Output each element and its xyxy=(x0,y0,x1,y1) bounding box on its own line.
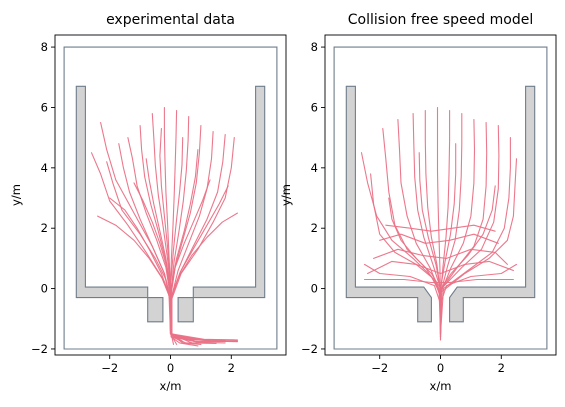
y-axis-label: y/m xyxy=(279,184,293,206)
x-tick-label-2: 2 xyxy=(228,361,235,375)
trajectory-18 xyxy=(133,182,172,293)
trajectory-15 xyxy=(171,185,229,344)
x-tick-label-0: −2 xyxy=(101,361,118,375)
trajectory-24 xyxy=(388,197,442,290)
trajectory-5 xyxy=(424,109,442,293)
trajectory-3 xyxy=(118,143,202,345)
trajectory-17 xyxy=(363,278,514,284)
trajectory-9 xyxy=(440,118,476,293)
y-tick-label-4: 6 xyxy=(311,100,318,114)
y-tick-label-0: −2 xyxy=(31,342,48,356)
left-wall xyxy=(75,85,164,323)
y-tick-label-1: 0 xyxy=(311,282,318,296)
y-tick-label-3: 4 xyxy=(311,161,318,175)
y-tick-label-2: 2 xyxy=(41,221,48,235)
trajectory-11 xyxy=(170,131,235,341)
trajectory-19 xyxy=(363,263,442,338)
trajectory-4 xyxy=(127,137,199,347)
x-axis-label: x/m xyxy=(430,379,452,393)
trajectory-3 xyxy=(397,118,442,338)
x-tick-label-2: 2 xyxy=(498,361,505,375)
trajectory-12 xyxy=(170,134,238,342)
trajectory-22 xyxy=(159,128,171,278)
trajectory-13 xyxy=(171,137,238,343)
trajectory-23 xyxy=(170,137,184,281)
y-tick-label-4: 6 xyxy=(41,100,48,114)
trajectory-18 xyxy=(385,224,496,232)
x-tick-label-0: −2 xyxy=(371,361,388,375)
right-wall xyxy=(449,85,536,323)
trajectory-20 xyxy=(439,263,518,305)
trajectory-20 xyxy=(97,215,171,299)
trajectory-16 xyxy=(379,233,499,244)
y-tick-label-5: 8 xyxy=(41,40,48,54)
chart-title: Collision free speed model xyxy=(348,12,533,28)
y-tick-label-0: −2 xyxy=(301,342,318,356)
trajectory-19 xyxy=(170,179,211,293)
trajectory-15 xyxy=(373,248,508,265)
left-wall xyxy=(345,85,432,323)
trajectory-21 xyxy=(170,212,238,299)
y-axis-label: y/m xyxy=(9,184,23,206)
trajectory-14 xyxy=(367,260,514,275)
trajectory-7 xyxy=(439,109,451,296)
trajectory-13 xyxy=(441,158,518,293)
trajectory-17 xyxy=(170,149,199,332)
y-tick-label-5: 8 xyxy=(311,40,318,54)
room-boundary xyxy=(333,46,548,350)
trajectory-11 xyxy=(442,125,500,288)
trajectory-21 xyxy=(418,152,442,290)
right-wall xyxy=(177,85,266,323)
panel-collision-free-speed-model: −2 0 2 −2 0 2 4 6 8 Collision free speed model x/m… xyxy=(279,12,557,393)
y-tick-label-1: 0 xyxy=(41,282,48,296)
x-axis-label: x/m xyxy=(160,379,182,393)
trajectory-23 xyxy=(440,185,496,290)
chart-title: experimental data xyxy=(106,12,235,28)
panel-experimental-data: −2 0 2 −2 0 2 4 6 8 experimental data x/m y/m xyxy=(9,12,287,393)
x-tick-label-1: 0 xyxy=(167,361,174,375)
trajectory-22 xyxy=(439,143,457,290)
x-tick-label-1: 0 xyxy=(437,361,444,375)
y-tick-label-3: 4 xyxy=(41,161,48,175)
room-boundary xyxy=(63,46,278,350)
trajectory-1 xyxy=(90,152,238,342)
y-tick-label-2: 2 xyxy=(311,221,318,235)
trajectory-14 xyxy=(109,197,217,345)
